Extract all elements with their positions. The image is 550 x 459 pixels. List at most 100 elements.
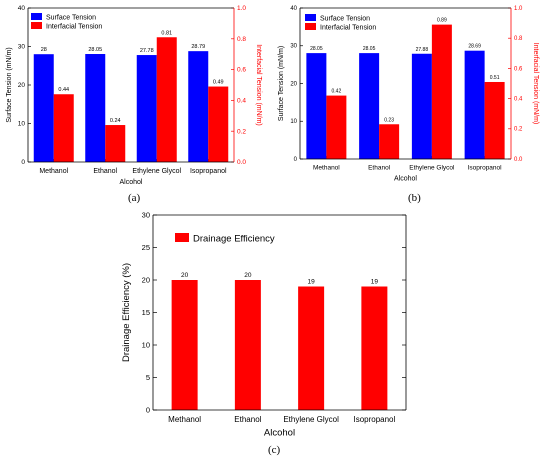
bar-surface-tension [359,53,380,159]
y-tick-label: 30 [290,44,297,50]
bar-interfacial-tension [431,24,452,159]
data-label: 0.81 [161,30,172,36]
y-tick-label: 0 [294,157,298,163]
legend: Surface Tension Interfacial Tension [31,13,102,31]
bar-surface-tension [411,53,432,159]
x-tick-label: Isopropanol [190,168,227,175]
y-tick-label: 20 [290,81,297,87]
bar-drainage-efficiency [298,286,325,410]
y-tick-label: 20 [18,82,26,89]
y-tick-label: 0 [146,405,150,414]
y2-tick-label: 0.6 [514,66,523,72]
legend: Drainage Efficiency [175,233,275,245]
data-label: 20 [181,272,189,279]
y-tick-label: 0 [21,159,25,166]
y2-tick-label: 0.0 [514,157,523,163]
bar-drainage-efficiency [234,280,261,410]
data-label: 0.49 [213,80,224,86]
y-tick-label: 10 [18,121,26,128]
bar-interfacial-tension [156,37,177,163]
panel-label-c: (c) [268,444,281,456]
x-tick-label: Isopropanol [353,415,395,424]
y-tick-label: 25 [142,243,150,252]
y2-tick-label: 0.4 [514,97,523,103]
data-label: 28.69 [468,44,481,50]
y2-tick-label: 0.0 [237,159,246,166]
data-label: 0.89 [437,18,447,24]
panel-label-a: (a) [128,192,141,204]
legend-label: Surface Tension [46,15,96,22]
chart-2: 0 5 10 15 20 25 30 Methanol 20 Ethanol 20 Ethylene … [121,210,407,439]
bar-surface-tension [306,53,327,159]
x-axis-label: Alcohol [394,176,417,183]
bar-interfacial-tension [53,94,74,162]
y2-tick-label: 1.0 [237,5,246,12]
y2-tick-label: 0.8 [237,36,246,43]
y-tick-label: 40 [290,6,297,12]
bar-interfacial-tension [208,86,229,162]
y-tick-label: 30 [18,44,26,51]
x-tick-label: Ethanol [93,168,117,175]
y2-tick-label: 0.2 [514,127,523,133]
y2-tick-label: 0.6 [237,67,246,74]
data-label: 28.05 [363,46,376,52]
panel-label-b: (b) [408,192,421,204]
bar-surface-tension [85,54,106,162]
bar-surface-tension [464,50,485,159]
legend-swatch [305,14,316,21]
bar-drainage-efficiency [171,280,198,410]
data-label: 19 [308,279,316,286]
x-tick-label: Isopropanol [468,165,503,172]
bar-surface-tension [188,51,209,162]
legend-swatch [175,233,189,242]
data-label: 28.79 [191,44,205,50]
y2-tick-label: 0.8 [514,36,523,42]
y2-axis-label: Interfacial Tension (mN/m) [532,43,539,125]
legend-label: Surface Tension [320,16,370,23]
x-tick-label: Ethanol [234,415,261,424]
y2-tick-label: 1.0 [514,6,523,12]
x-tick-label: Ethylene Glycol [409,165,455,172]
bar-surface-tension [33,54,54,163]
legend: Surface Tension Interfacial Tension [305,14,376,32]
x-tick-label: Methanol [39,168,68,175]
bar-interfacial-tension [326,95,347,159]
data-label: 0.23 [384,117,394,123]
bar-interfacial-tension [379,124,400,159]
y-tick-label: 5 [146,373,150,382]
data-label: 19 [371,279,379,286]
legend-swatch [31,13,42,20]
y-axis-label: Surface Tension (mN/m) [6,47,13,122]
data-label: 20 [244,272,252,279]
data-label: 28.05 [88,47,102,53]
x-axis-label: Alcohol [264,428,295,439]
y-tick-label: 20 [142,275,150,284]
y-axis-label: Surface Tension (mN/m) [278,46,285,121]
legend-label: Interfacial Tension [320,25,376,32]
x-tick-label: Methanol [313,165,340,172]
legend-swatch [305,23,316,30]
data-label: 0.24 [110,118,121,124]
data-label: 0.42 [332,89,342,95]
data-label: 28 [41,47,47,53]
x-axis-label: Alcohol [120,179,143,186]
y-axis-label: Drainage Efficiency (%) [121,263,132,362]
y2-tick-label: 0.4 [237,98,246,105]
data-label: 28.05 [310,46,323,52]
data-label: 27.78 [140,48,154,54]
y-tick-label: 30 [142,210,150,219]
bar-drainage-efficiency [361,286,388,410]
chart-1: 0 10 20 30 40 0.0 0.2 0.4 0.6 0.8 1.0 Methanol 28.05… [278,6,539,183]
bar-interfacial-tension [484,81,505,159]
chart-0: 0 10 20 30 40 0.0 0.2 0.4 0.6 0.8 1.0 Methanol 28 0.4… [6,5,262,186]
bar-interfacial-tension [105,125,126,162]
y2-axis-label: Interfacial Tension (mN/m) [255,44,262,126]
legend-swatch [31,22,42,29]
y-tick-label: 10 [290,119,297,125]
y-tick-label: 15 [142,308,150,317]
y2-tick-label: 0.2 [237,128,246,135]
y-tick-label: 40 [18,5,26,12]
x-tick-label: Ethanol [368,165,391,172]
y-tick-label: 10 [142,340,150,349]
